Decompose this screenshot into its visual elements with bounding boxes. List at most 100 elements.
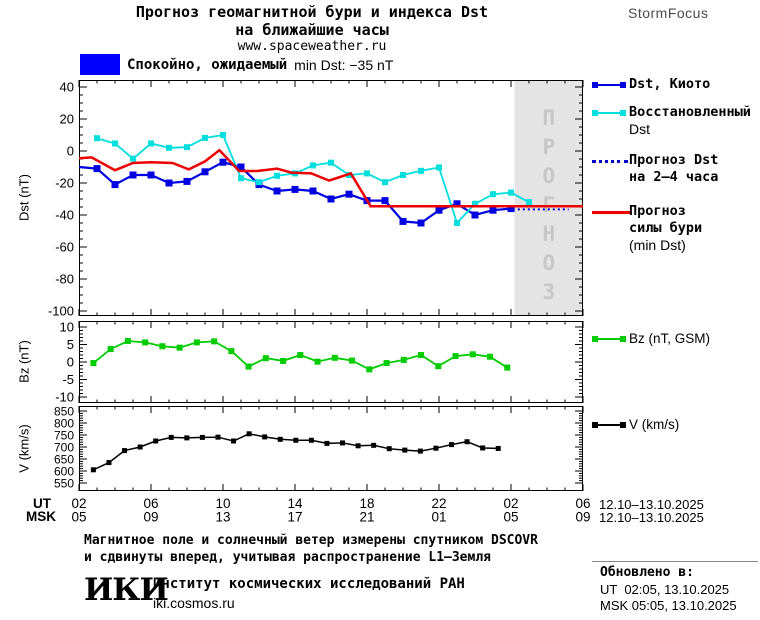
- marker-bz: [211, 338, 218, 345]
- marker-dst_kyoto: [219, 158, 227, 166]
- marker-bz: [452, 353, 459, 360]
- marker-dst_kyoto: [183, 177, 191, 185]
- dst-ytick-label: 20: [60, 112, 74, 127]
- marker-v: [480, 445, 486, 451]
- marker-dst_restored: [256, 179, 262, 186]
- marker-bz: [90, 360, 97, 367]
- forecast-watermark-letter: О: [542, 164, 555, 188]
- marker-v: [308, 437, 314, 443]
- legend-label-bz: Bz (nT, GSM): [629, 331, 711, 346]
- marker-dst_restored: [490, 191, 496, 198]
- v-ytick-label: 600: [54, 465, 74, 479]
- marker-v: [106, 460, 112, 466]
- marker-v: [184, 435, 190, 441]
- xtick-msk: 21: [359, 510, 374, 525]
- marker-v: [433, 445, 439, 451]
- marker-dst_kyoto: [453, 200, 461, 208]
- legend-label-dst-kyoto: Dst, Киото: [629, 76, 711, 92]
- marker-v: [168, 434, 174, 440]
- v-ytick-label: 750: [54, 429, 74, 443]
- legend-label-storm-forecast: Прогноз силы бури (min Dst): [629, 203, 703, 253]
- dst-ytick-label: -100: [48, 304, 74, 319]
- marker-bz: [331, 354, 338, 361]
- marker-v: [417, 448, 423, 454]
- xtick-ut: 22: [431, 496, 446, 511]
- forecast-dst-dotted-swatch: [592, 160, 628, 163]
- site-link: www.spaceweather.ru: [237, 39, 387, 54]
- marker-dst_restored: [130, 155, 136, 162]
- marker-dst_kyoto: [399, 217, 407, 225]
- marker-v: [90, 467, 96, 473]
- marker-bz: [142, 339, 149, 346]
- marker-bz: [349, 357, 356, 364]
- marker-v: [199, 434, 205, 440]
- xtick-ut: 06: [575, 496, 590, 511]
- marker-dst_restored: [400, 172, 406, 178]
- marker-bz: [366, 366, 373, 373]
- marker-dst_kyoto: [291, 185, 299, 193]
- marker-dst_restored: [94, 135, 100, 142]
- bz-ytick-label: -5: [62, 372, 74, 387]
- dst-ytick-label: 40: [60, 80, 74, 95]
- marker-dst_restored: [418, 167, 424, 174]
- marker-v: [137, 444, 143, 450]
- marker-v: [355, 443, 361, 449]
- axis-ut-date: 12.10–13.10.2025: [599, 497, 704, 512]
- marker-bz: [400, 356, 407, 363]
- marker-dst_kyoto: [489, 206, 497, 214]
- marker-v: [495, 445, 501, 451]
- dst-kyoto-line-swatch: [592, 82, 626, 88]
- updated-title: Обновлено в:: [600, 565, 694, 580]
- xtick-ut: 02: [71, 496, 86, 511]
- axis-msk-label: MSK: [26, 509, 56, 524]
- marker-bz: [159, 343, 166, 350]
- marker-v: [464, 439, 470, 445]
- marker-bz: [435, 363, 442, 370]
- org-name: Институт космических исследований РАН: [153, 576, 465, 592]
- marker-dst_kyoto: [237, 163, 245, 171]
- marker-dst_restored: [166, 144, 172, 151]
- legend-label-v: V (km/s): [629, 417, 680, 432]
- marker-bz: [262, 355, 269, 362]
- status-label: Спокойно, ожидаемый: [127, 56, 288, 73]
- marker-dst_restored: [310, 162, 316, 169]
- marker-bz: [107, 346, 114, 353]
- marker-dst_kyoto: [435, 206, 443, 214]
- marker-dst_restored: [238, 175, 244, 182]
- marker-v: [371, 442, 377, 448]
- v-ytick-label: 550: [54, 477, 74, 491]
- bz-ytick-label: 5: [67, 337, 74, 352]
- marker-dst_kyoto: [381, 197, 389, 205]
- v-line-swatch: [592, 422, 626, 428]
- marker-bz: [176, 344, 183, 351]
- marker-dst_kyoto: [111, 181, 119, 189]
- xtick-msk: 05: [503, 510, 518, 525]
- dst-ytick-label: -20: [55, 176, 74, 191]
- updated-divider: [592, 561, 758, 562]
- storm-status-row: Спокойно, ожидаемый min Dst: −35 nT: [80, 54, 393, 75]
- xtick-ut: 14: [287, 496, 303, 511]
- restored-dst-line-swatch: [592, 110, 626, 116]
- marker-dst_restored: [436, 164, 442, 171]
- marker-bz: [314, 358, 321, 365]
- page-subtitle: на ближайшие часы: [235, 21, 389, 39]
- marker-dst_kyoto: [93, 165, 101, 173]
- page-title: Прогноз геомагнитной бури и индекса Dst: [135, 3, 489, 21]
- marker-dst_kyoto: [309, 187, 317, 195]
- legend-label-forecast-dst: Прогноз Dst на 2–4 часа: [629, 152, 719, 185]
- bz-panel-frame: [79, 321, 583, 403]
- marker-v: [293, 437, 299, 443]
- dst-ytick-label: -80: [55, 272, 74, 287]
- marker-v: [324, 440, 330, 446]
- forecast-watermark-letter: З: [542, 280, 555, 304]
- marker-v: [449, 442, 455, 448]
- marker-dst_restored: [526, 199, 532, 206]
- marker-v: [262, 434, 268, 440]
- marker-bz: [124, 338, 131, 344]
- dst-ytick-label: 0: [67, 144, 74, 159]
- marker-dst_restored: [508, 189, 514, 196]
- marker-dst_restored: [202, 134, 208, 141]
- updated-ut: UT 02:05, 13.10.2025: [600, 582, 730, 597]
